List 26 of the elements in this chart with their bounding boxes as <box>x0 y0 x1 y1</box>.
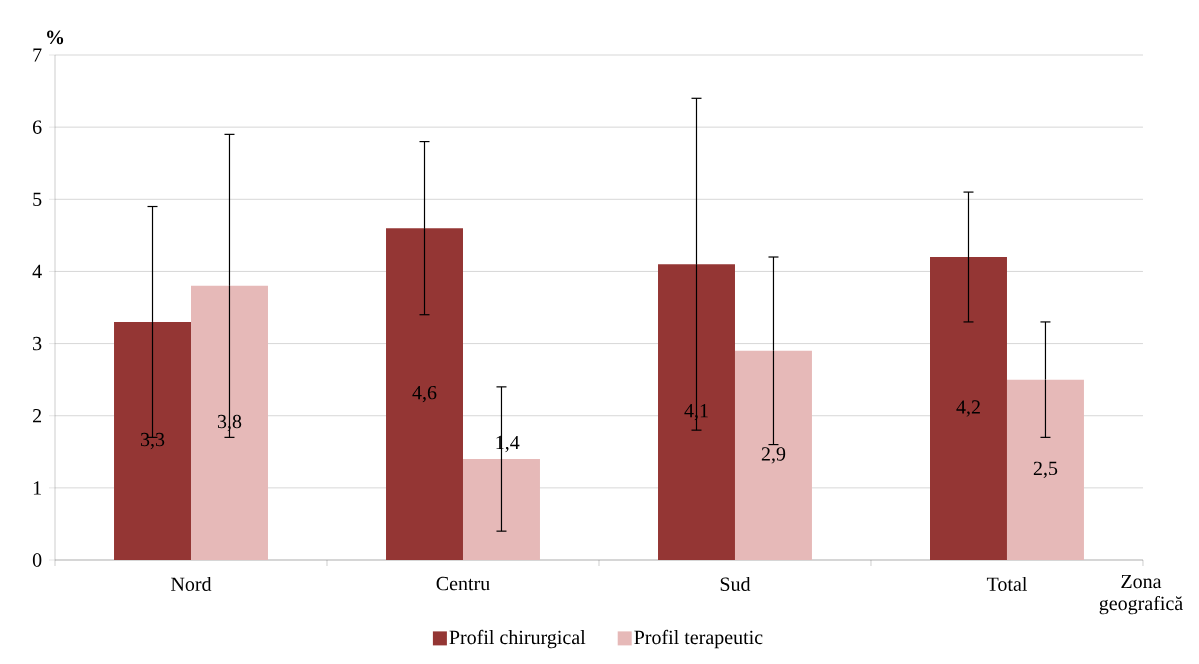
bar <box>1006 379 1084 561</box>
data-label: 4,6 <box>412 385 437 403</box>
data-label: 4,2 <box>956 400 980 417</box>
y-tick-label: 5 <box>33 192 42 206</box>
data-label: 2,9 <box>761 447 786 464</box>
x-tick-label: Nord <box>171 576 212 591</box>
y-tick-label: 6 <box>32 120 42 134</box>
y-tick-label: 2 <box>33 409 42 423</box>
data-label: 3,3 <box>140 432 165 450</box>
x-axis-title: Zona geografică <box>1099 574 1183 615</box>
bar <box>734 350 812 561</box>
x-tick-label: Total <box>986 576 1028 591</box>
y-tick-label: 1 <box>33 481 41 495</box>
x-tick-label: Sud <box>720 576 751 591</box>
y-tick-label: 0 <box>32 553 42 567</box>
bar <box>930 257 1007 561</box>
data-label: 2,5 <box>1033 461 1058 478</box>
y-tick-label: 4 <box>32 264 42 279</box>
bar <box>114 321 191 561</box>
x-tick-label: Centru <box>436 576 490 591</box>
y-tick-label: 7 <box>33 48 42 62</box>
bar <box>386 228 463 561</box>
legend-label: Profil chirurgical <box>449 629 586 649</box>
y-axis-title: % <box>47 30 64 45</box>
y-tick-label: 3 <box>33 336 42 351</box>
legend-label: Profil terapeutic <box>634 629 763 649</box>
